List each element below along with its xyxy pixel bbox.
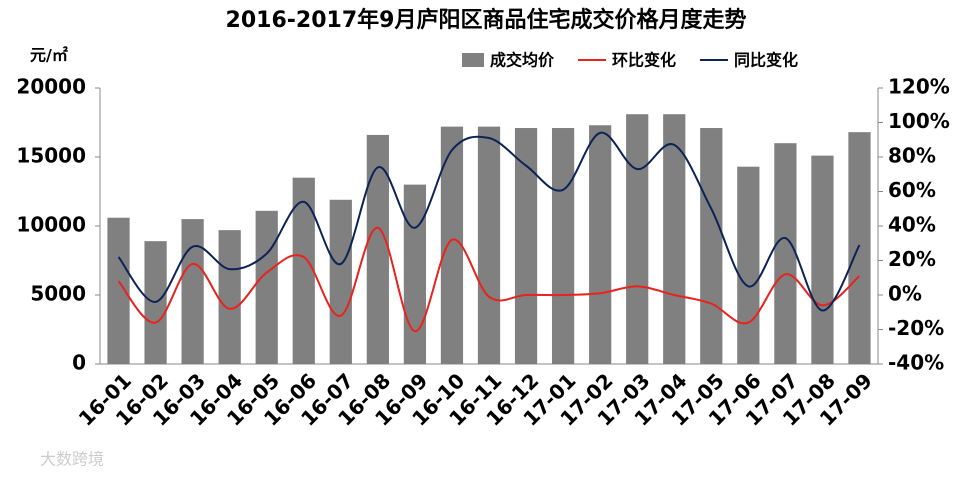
y2-tick-label: -20% <box>888 316 944 340</box>
bar <box>440 126 464 364</box>
bar <box>774 143 797 364</box>
bar <box>107 217 130 364</box>
legend-label: 成交均价 <box>490 51 555 70</box>
bar <box>292 177 315 364</box>
y2-tick-label: 100% <box>888 109 950 133</box>
y2-tick-label: 20% <box>888 247 936 271</box>
line <box>117 226 861 333</box>
legend-label: 环比变化 <box>612 51 676 70</box>
bar <box>477 126 501 364</box>
bar <box>181 219 204 364</box>
bar <box>737 166 760 364</box>
bar <box>663 114 686 364</box>
bar <box>626 114 649 364</box>
bar <box>589 125 612 364</box>
bar <box>700 128 723 364</box>
y-tick-label: 0 <box>72 351 86 375</box>
y2-tick-label: 40% <box>888 213 936 237</box>
line <box>117 131 861 312</box>
bar <box>329 199 352 364</box>
bar <box>255 210 278 364</box>
legend-swatch <box>462 53 484 67</box>
y-axis-label: 元/㎡ <box>30 46 68 65</box>
y2-tick-label: 80% <box>888 144 936 168</box>
y-tick-label: 20000 <box>16 75 86 99</box>
bar <box>403 184 427 364</box>
y-tick-label: 10000 <box>16 213 86 237</box>
watermark: 大数跨境 <box>40 450 104 469</box>
bar <box>551 128 575 364</box>
bar <box>218 230 241 364</box>
y2-tick-label: 120% <box>888 75 950 99</box>
legend-label: 同比变化 <box>734 51 798 70</box>
y-tick-label: 15000 <box>16 144 86 168</box>
bar <box>514 128 538 364</box>
bar <box>848 132 871 364</box>
y2-tick-label: 0% <box>888 282 922 306</box>
chart-title: 2016-2017年9月庐阳区商品住宅成交价格月度走势 <box>226 7 747 33</box>
y-tick-label: 5000 <box>30 282 86 306</box>
bar <box>811 155 834 364</box>
y2-tick-label: 60% <box>888 178 936 202</box>
y2-tick-label: -40% <box>888 351 944 375</box>
bar <box>366 134 389 364</box>
